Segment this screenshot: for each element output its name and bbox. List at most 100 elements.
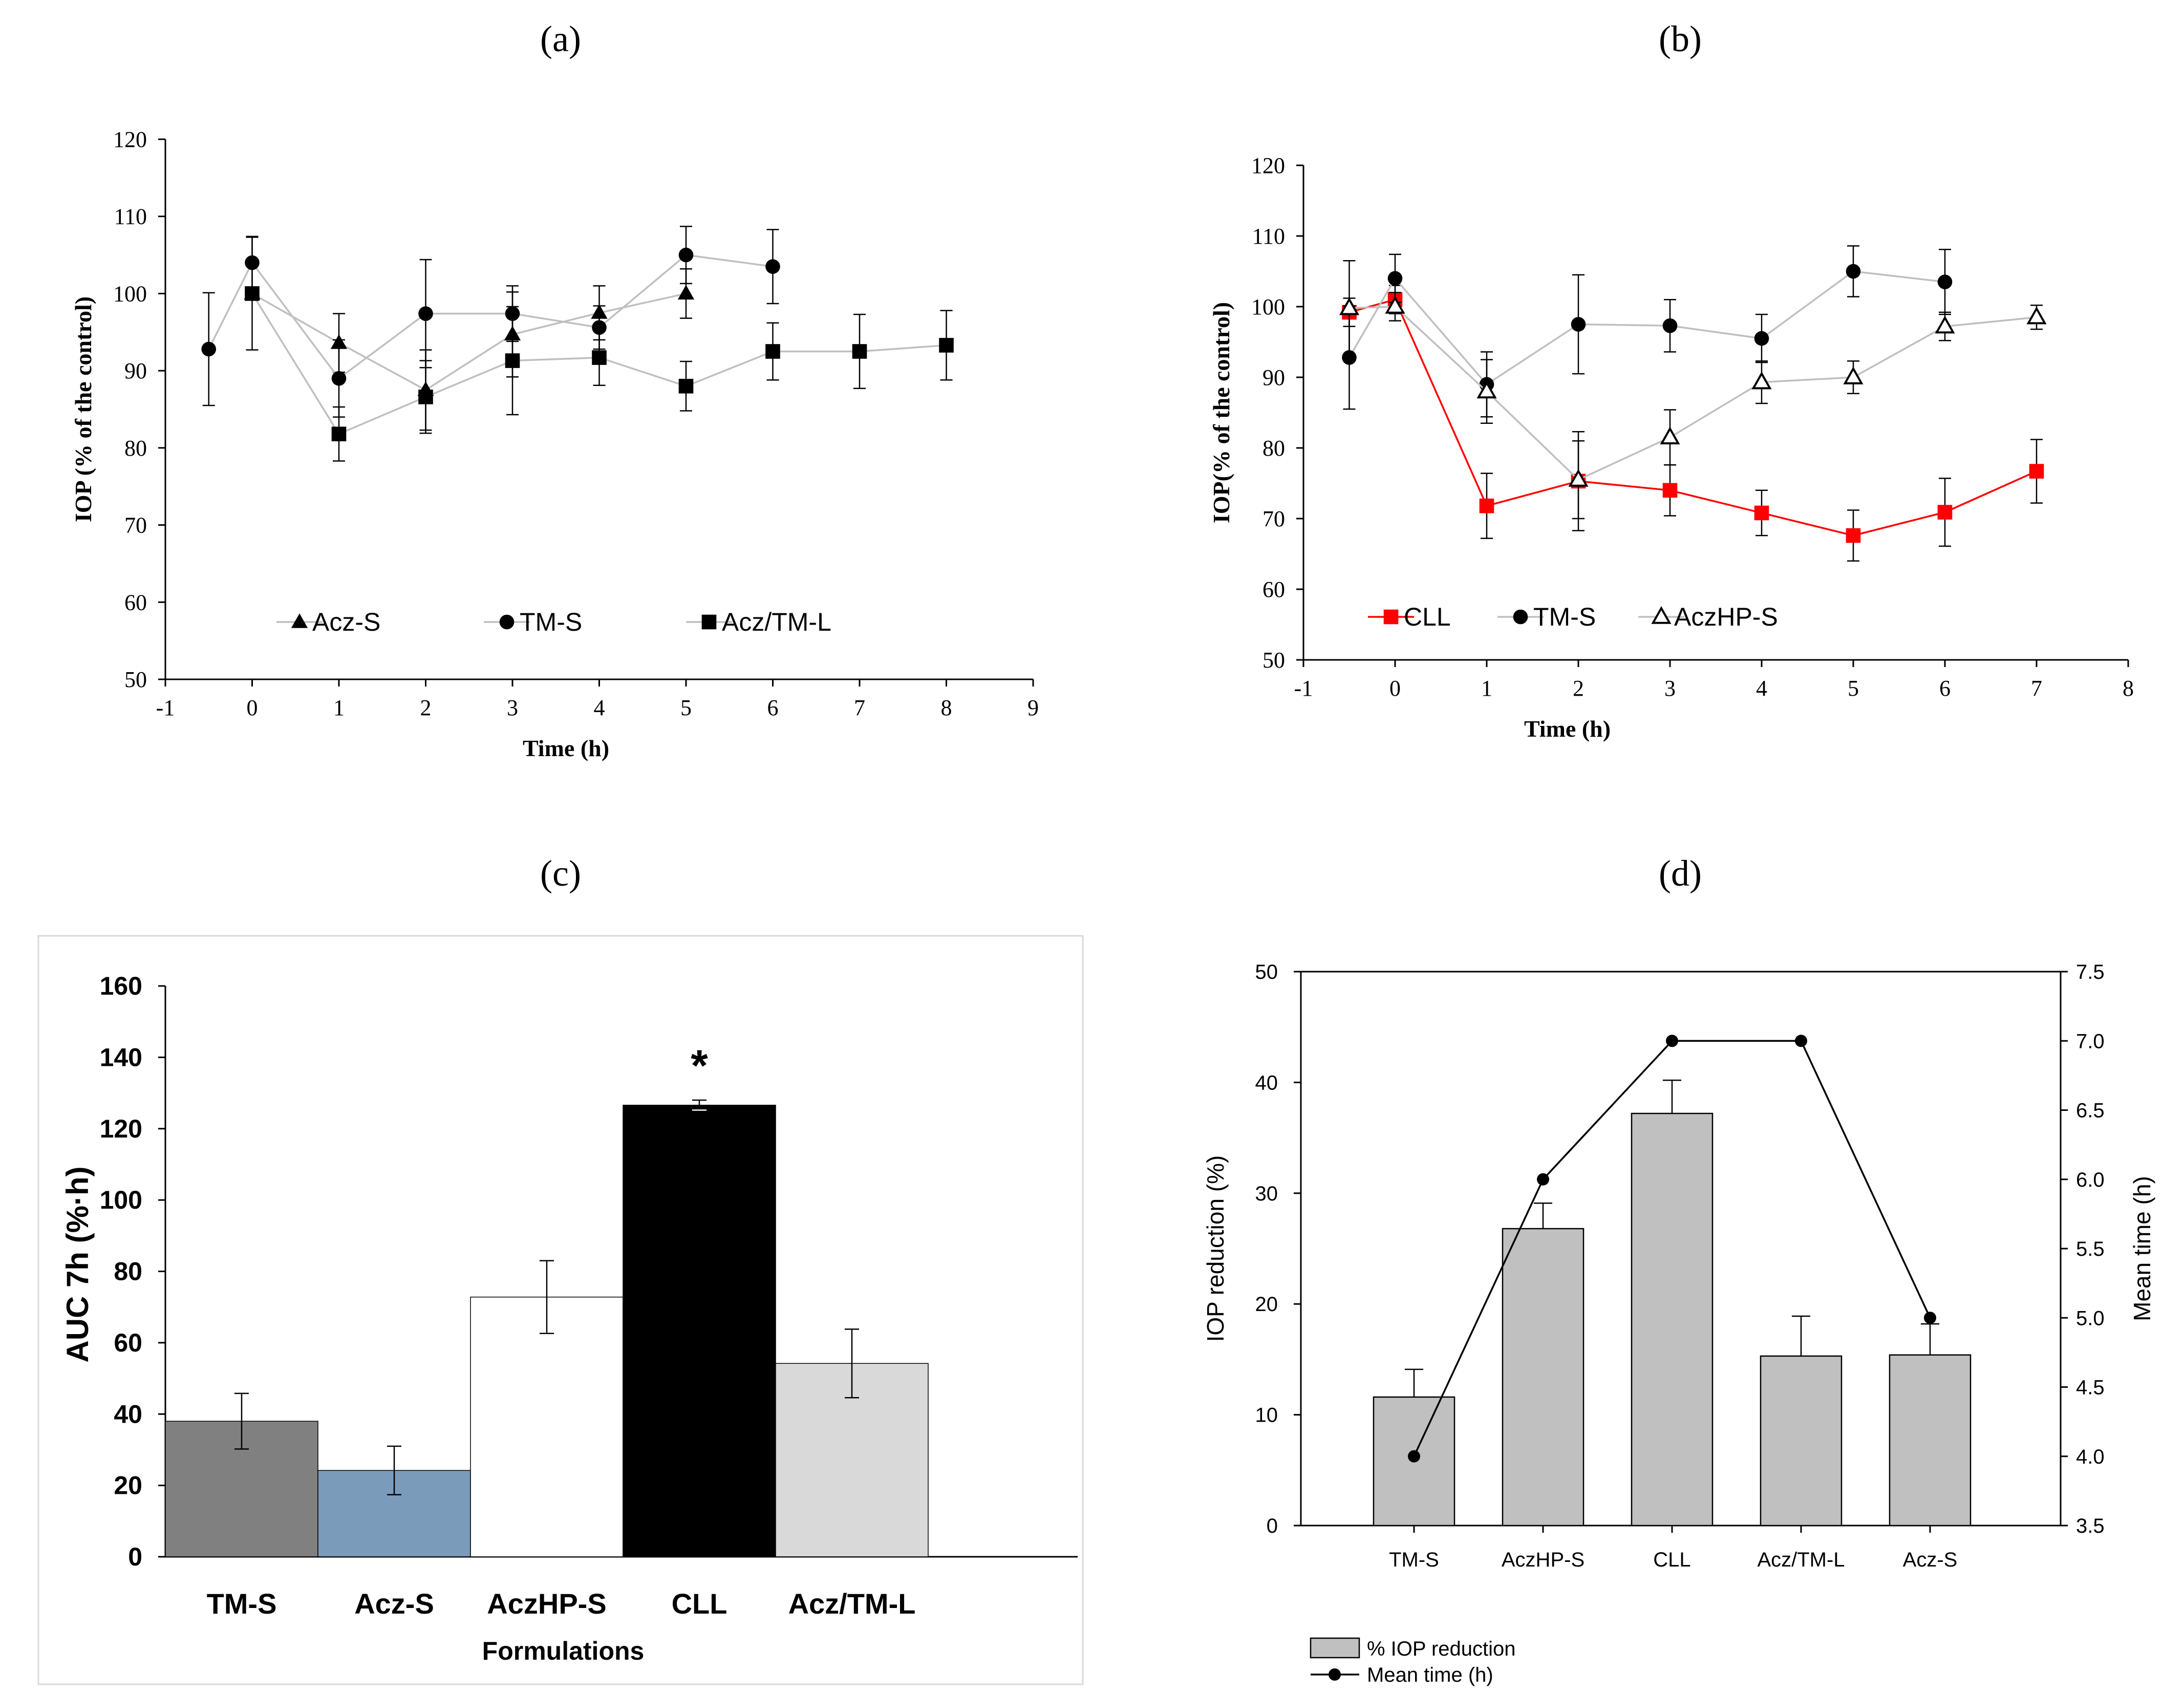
bar-aczhp-s	[1502, 1228, 1585, 1527]
y-tick-label: 90	[1262, 365, 1285, 390]
data-point	[852, 344, 867, 359]
legend-item: % IOP reduction	[1310, 1637, 1516, 1660]
data-point	[678, 247, 694, 263]
legend-item: Mean time (h)	[1311, 1664, 1493, 1686]
data-point	[677, 285, 695, 300]
series-acz-s	[244, 268, 695, 431]
data-point	[201, 341, 217, 357]
mean-time-point	[1795, 1035, 1807, 1047]
data-point	[1385, 296, 1405, 314]
y2-tick-label: 7.5	[2076, 961, 2105, 983]
x-tick-label: 1	[333, 695, 345, 720]
y-tick-label: 20	[114, 1471, 142, 1500]
significance-marker: *	[691, 1041, 708, 1090]
y-tick-label: 30	[1255, 1183, 1278, 1205]
x-tick-label: 4	[1756, 676, 1767, 701]
x-tick-label: 2	[1573, 676, 1584, 701]
y2-tick-label: 5.0	[2076, 1307, 2105, 1329]
y2-tick-label: 3.5	[2076, 1515, 2105, 1537]
data-point	[1937, 505, 1953, 520]
y2-tick-label: 7.0	[2076, 1030, 2105, 1053]
x-tick-label: 3	[507, 695, 518, 720]
y-tick-label: 100	[1251, 294, 1285, 319]
data-point	[331, 426, 347, 442]
panel-label-c: (c)	[540, 853, 581, 894]
legend-item: Acz-S	[276, 608, 380, 636]
bar-cll	[1631, 1112, 1714, 1527]
x-tick-label: -1	[1294, 676, 1313, 701]
bar-acz-tm-l	[1760, 1355, 1843, 1527]
series-line	[1349, 306, 2037, 481]
data-point	[1662, 318, 1678, 333]
series-aczhp-s	[1339, 260, 2047, 520]
x-tick-label: 8	[941, 695, 952, 720]
legend-label: CLL	[1404, 603, 1451, 631]
data-point	[1568, 469, 1589, 487]
y-axis-title: IOP (% of the control)	[70, 296, 96, 522]
x-tick-label: 5	[1848, 676, 1859, 701]
legend-item: TM-S	[484, 608, 582, 636]
chart-frame	[37, 935, 1084, 1685]
legend-marker	[291, 613, 308, 628]
data-point	[418, 306, 433, 321]
data-point	[1476, 380, 1497, 399]
y-tick-label: 110	[1252, 224, 1285, 249]
series-line	[251, 292, 687, 391]
y-axis-title: AUC 7h (%·h)	[60, 1166, 95, 1362]
data-point	[505, 353, 520, 368]
series-line	[1349, 298, 2037, 537]
y-tick-label: 120	[1251, 153, 1285, 178]
y-tick-label: 40	[114, 1400, 142, 1428]
data-point	[418, 390, 433, 404]
series-acz-tm-l	[245, 237, 954, 462]
mean-time-point	[1537, 1173, 1549, 1186]
x-tick-label: Acz/TM-L	[788, 1587, 916, 1620]
chart-panel-b: 50 60 70 80 90 100 110 120 -1 0 1 2 3 4 5 6 7 8 Time (h) IO…	[1208, 153, 2134, 742]
legend-label: TM-S	[1533, 603, 1596, 631]
legend-marker	[1383, 609, 1399, 625]
y-tick-label: 140	[100, 1043, 142, 1071]
data-point	[331, 371, 347, 386]
data-point	[765, 259, 780, 274]
x-tick-label: 6	[767, 695, 779, 720]
data-point	[765, 344, 780, 359]
data-point	[1660, 426, 1680, 444]
data-point	[1339, 297, 1360, 315]
data-point	[592, 320, 607, 335]
data-point	[2026, 306, 2047, 325]
y-tick-label: 50	[1262, 648, 1285, 673]
x-axis-title: Time (h)	[523, 735, 609, 761]
x-tick-label: Acz-S	[354, 1587, 434, 1620]
x-tick-label: Acz/TM-L	[1757, 1549, 1845, 1571]
x-tick-label: 4	[594, 695, 605, 720]
x-tick-label: -1	[156, 695, 175, 720]
data-point	[592, 350, 607, 365]
mean-time-point	[1666, 1035, 1678, 1047]
y2-tick-label: 6.0	[2076, 1169, 2105, 1191]
data-point	[1342, 350, 1357, 365]
bar-aczhp-s	[470, 1296, 624, 1557]
legend-label: % IOP reduction	[1367, 1638, 1516, 1660]
data-point	[1937, 274, 1953, 289]
x-tick-label: 7	[854, 695, 865, 720]
data-point	[939, 338, 954, 353]
legend-label: TM-S	[520, 608, 582, 636]
x-tick-label: 8	[2123, 676, 2134, 701]
x-tick-label: 3	[1664, 676, 1676, 701]
y-tick-label: 100	[100, 1186, 142, 1214]
data-point	[1843, 367, 1864, 384]
legend-item: CLL	[1368, 603, 1451, 631]
y-tick-label: 50	[1255, 961, 1278, 983]
y-tick-label: 90	[124, 358, 147, 383]
legend-item: TM-S	[1497, 603, 1596, 631]
y-tick-label: 70	[1262, 506, 1285, 531]
data-point	[1751, 371, 1772, 390]
y-tick-label: 120	[113, 127, 147, 152]
legend-label: AczHP-S	[1674, 603, 1778, 631]
chart-panel-a: 50 60 70 80 90 100 110 120 -1 0 1 2 3 4 5 6 7 8 9 Time (h) I…	[70, 127, 1039, 761]
legend-label: Acz-S	[312, 608, 380, 636]
chart-panel-d: 0 10 20 30 40 50 3.5 4.0 4.5 5.0 5.5 6.0 6.5 7.0 7.5 TM…	[1202, 961, 2155, 1686]
y-tick-label: 10	[1255, 1404, 1278, 1427]
mean-time-point	[1408, 1450, 1420, 1463]
